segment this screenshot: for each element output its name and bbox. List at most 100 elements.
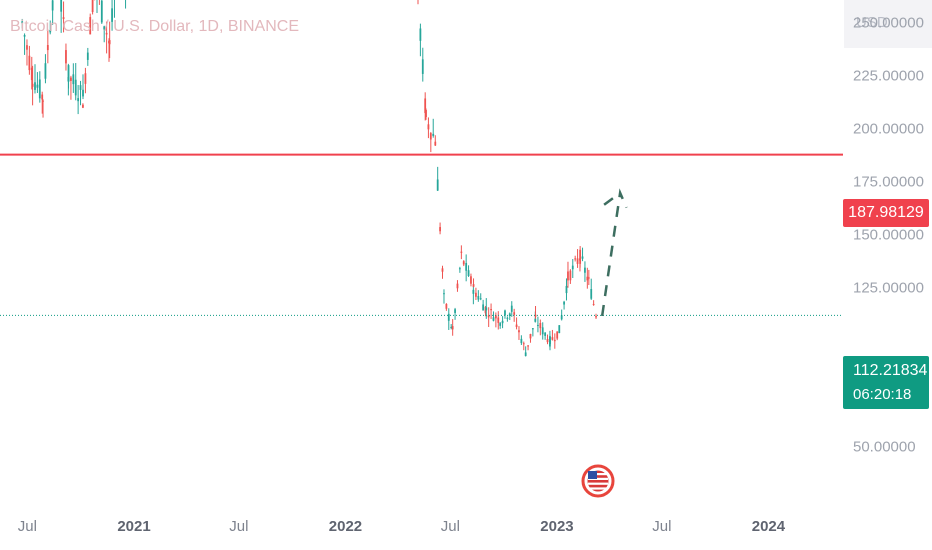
candle-body [105,32,108,35]
candle-body [49,30,52,33]
candle-body [595,316,597,318]
candle-body [86,52,89,60]
candle-body [74,79,77,96]
candle-body [518,330,520,333]
candle-body [419,28,422,41]
candle-body [558,325,561,334]
candle-body [490,308,492,311]
candle-body [30,67,33,81]
candle-body [108,40,111,45]
candle-body [524,352,527,356]
candle-body [531,328,534,330]
candle-body [62,17,65,19]
candle-body [41,94,44,100]
candle-body [527,345,529,347]
time-tick-label: Jul [440,518,460,535]
time-tick-label: Jul [652,518,672,535]
candle-body [462,261,465,265]
candle-body [26,45,28,50]
candle-body [477,296,480,300]
candle-body [539,323,542,329]
candle-body [494,315,497,319]
currency-label[interactable]: USD [844,0,932,48]
candle-body [472,284,475,287]
candle-body [586,276,589,281]
candle-body [427,124,430,130]
candle-body [111,8,113,22]
candle-body [581,256,584,259]
resistance-price-label: 187.98129 [843,199,929,227]
candlestick-series [21,0,597,357]
candle-body [429,133,432,140]
candle-body [67,65,70,82]
candle-body [541,327,544,335]
candle-body [487,315,490,318]
candle-body [31,83,34,87]
chart-title: Bitcoin Cash / U.S. Dollar, 1D, BINANCE [10,18,299,35]
candle-body [60,0,63,12]
price-tick-label: 175.00000 [853,173,924,191]
candle-body [592,303,595,305]
us-flag-event-icon[interactable] [581,464,615,498]
candle-body [467,270,470,276]
time-tick-label: Jul [229,518,249,535]
candle-body [450,326,453,328]
candle-body [91,0,94,13]
candle-body [460,251,463,253]
candle-body [574,258,577,260]
candle-body [551,337,554,340]
candle-body [499,323,502,326]
candle-body [485,307,488,311]
bar-countdown: 06:20:18 [853,386,912,403]
candle-body [560,315,563,320]
time-tick-label: 2021 [117,518,151,535]
time-tick-label: 2022 [328,518,363,535]
candle-body [529,334,532,339]
projection-arrow[interactable] [600,188,628,317]
candle-body [470,276,472,284]
candle-body [84,73,87,84]
candle-body [72,74,75,85]
candle-body [501,320,504,324]
candle-body [70,77,72,81]
current-price-value: 112.21834 [853,362,928,379]
candle-body [571,265,574,270]
time-tick-label: 2024 [751,518,786,535]
candle-body [432,133,435,136]
candle-body [522,343,525,345]
candle-body [77,98,80,102]
candle-body [454,309,456,313]
candle-body [451,326,454,330]
candle-body [421,59,424,74]
candle-body [546,339,549,343]
candle-body [475,292,477,297]
price-tick-label: 125.00000 [853,279,924,297]
candle-body [445,303,448,309]
candle-body [465,263,468,271]
candle-body [497,317,500,323]
candle-body [436,179,439,191]
candle-body [28,55,31,71]
flag-stripe [588,482,608,485]
price-tick-label: 150.00000 [853,226,924,244]
candle-body [21,21,24,24]
price-tick-label: 225.00000 [853,67,924,85]
candle-body [576,258,579,264]
candle-body [458,268,461,270]
candle-body [537,324,539,326]
candle-body [34,82,36,90]
candle-body [439,227,441,232]
candle-body [46,44,49,51]
candle-body [590,289,593,299]
candle-body [456,283,459,289]
candle-body [51,0,54,11]
candle-body [82,89,84,97]
candle-body [425,109,427,118]
candle-body [515,324,518,328]
candle-body [424,98,427,114]
flag-canton [588,471,597,479]
candle-body [36,84,39,88]
candle-body [492,317,495,321]
candle-body [89,17,92,35]
